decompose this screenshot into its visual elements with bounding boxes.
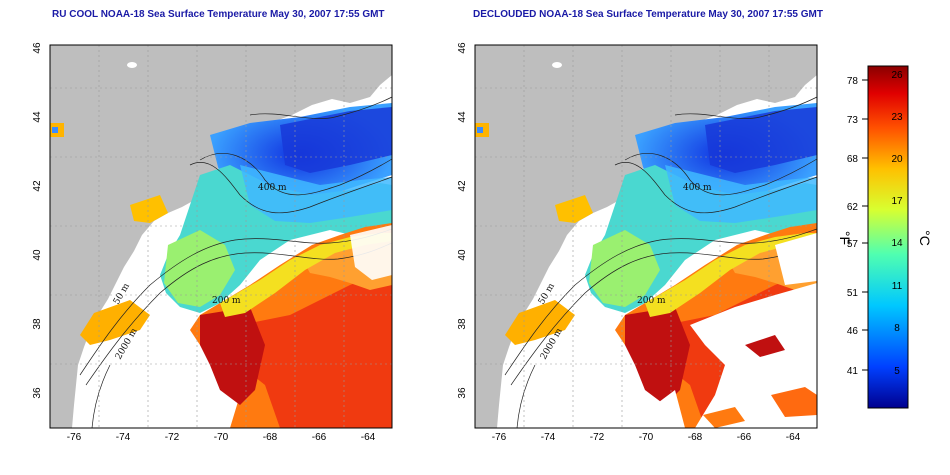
x-tick: -74	[116, 432, 131, 443]
right-map	[474, 44, 818, 429]
y-tick: 40	[32, 249, 43, 261]
x-tick: -66	[312, 432, 327, 443]
y-tick: 40	[457, 249, 468, 261]
y-tick: 36	[457, 387, 468, 399]
right-x-axis: -76 -74 -72 -70 -68 -66 -64	[492, 432, 801, 443]
c-tick: 26	[891, 70, 903, 81]
c-tick: 20	[891, 154, 903, 165]
x-tick: -66	[737, 432, 752, 443]
f-tick: 51	[847, 288, 859, 299]
left-x-axis: -76 -74 -72 -70 -68 -66 -64	[67, 432, 376, 443]
c-tick: 8	[894, 323, 900, 334]
x-tick: -64	[786, 432, 801, 443]
celsius-label: °C	[917, 230, 933, 246]
x-tick: -70	[214, 432, 229, 443]
y-tick: 38	[457, 318, 468, 330]
f-tick: 46	[847, 326, 859, 337]
contour-label-400m-right: 400 m	[683, 183, 712, 193]
c-tick: 23	[891, 112, 903, 123]
left-map	[49, 44, 393, 429]
right-y-axis: 36 38 40 42 44 46	[457, 42, 468, 399]
contour-label-200m-right: 200 m	[637, 296, 666, 306]
c-tick: 17	[891, 196, 903, 207]
x-tick: -70	[639, 432, 654, 443]
left-y-axis: 36 38 40 42 44 46	[32, 42, 43, 399]
contour-label-200m-left: 200 m	[212, 296, 241, 306]
x-tick: -74	[541, 432, 556, 443]
y-tick: 42	[457, 180, 468, 192]
y-tick: 46	[32, 42, 43, 54]
x-tick: -76	[492, 432, 507, 443]
x-tick: -64	[361, 432, 376, 443]
y-tick: 46	[457, 42, 468, 54]
x-tick: -72	[165, 432, 180, 443]
x-tick: -76	[67, 432, 82, 443]
x-tick: -72	[590, 432, 605, 443]
f-tick: 73	[847, 115, 859, 126]
y-tick: 42	[32, 180, 43, 192]
f-tick: 68	[847, 154, 859, 165]
x-tick: -68	[263, 432, 278, 443]
f-tick: 41	[847, 366, 859, 377]
left-panel-title: RU COOL NOAA-18 Sea Surface Temperature …	[52, 9, 385, 20]
right-panel-title: DECLOUDED NOAA-18 Sea Surface Temperatur…	[473, 9, 823, 20]
x-tick: -68	[688, 432, 703, 443]
y-tick: 38	[32, 318, 43, 330]
celsius-ticks: 26 23 20 17 14 11 8 5	[891, 70, 903, 377]
fahrenheit-ticks: 78 73 68 62 57 51 46 41	[847, 76, 859, 377]
y-tick: 44	[457, 111, 468, 123]
f-tick: 78	[847, 76, 859, 87]
c-tick: 14	[891, 238, 903, 249]
f-tick: 57	[847, 239, 859, 250]
y-tick: 36	[32, 387, 43, 399]
fahrenheit-label: °F	[837, 231, 853, 245]
c-tick: 5	[894, 366, 900, 377]
colorbar: 78 73 68 62 57 51 46 41 26 23 20 17 14 1…	[837, 65, 933, 409]
contour-label-400m-left: 400 m	[258, 183, 287, 193]
colorbar-gradient	[867, 65, 909, 409]
c-tick: 11	[892, 281, 903, 292]
f-tick: 62	[847, 202, 859, 213]
y-tick: 44	[32, 111, 43, 123]
